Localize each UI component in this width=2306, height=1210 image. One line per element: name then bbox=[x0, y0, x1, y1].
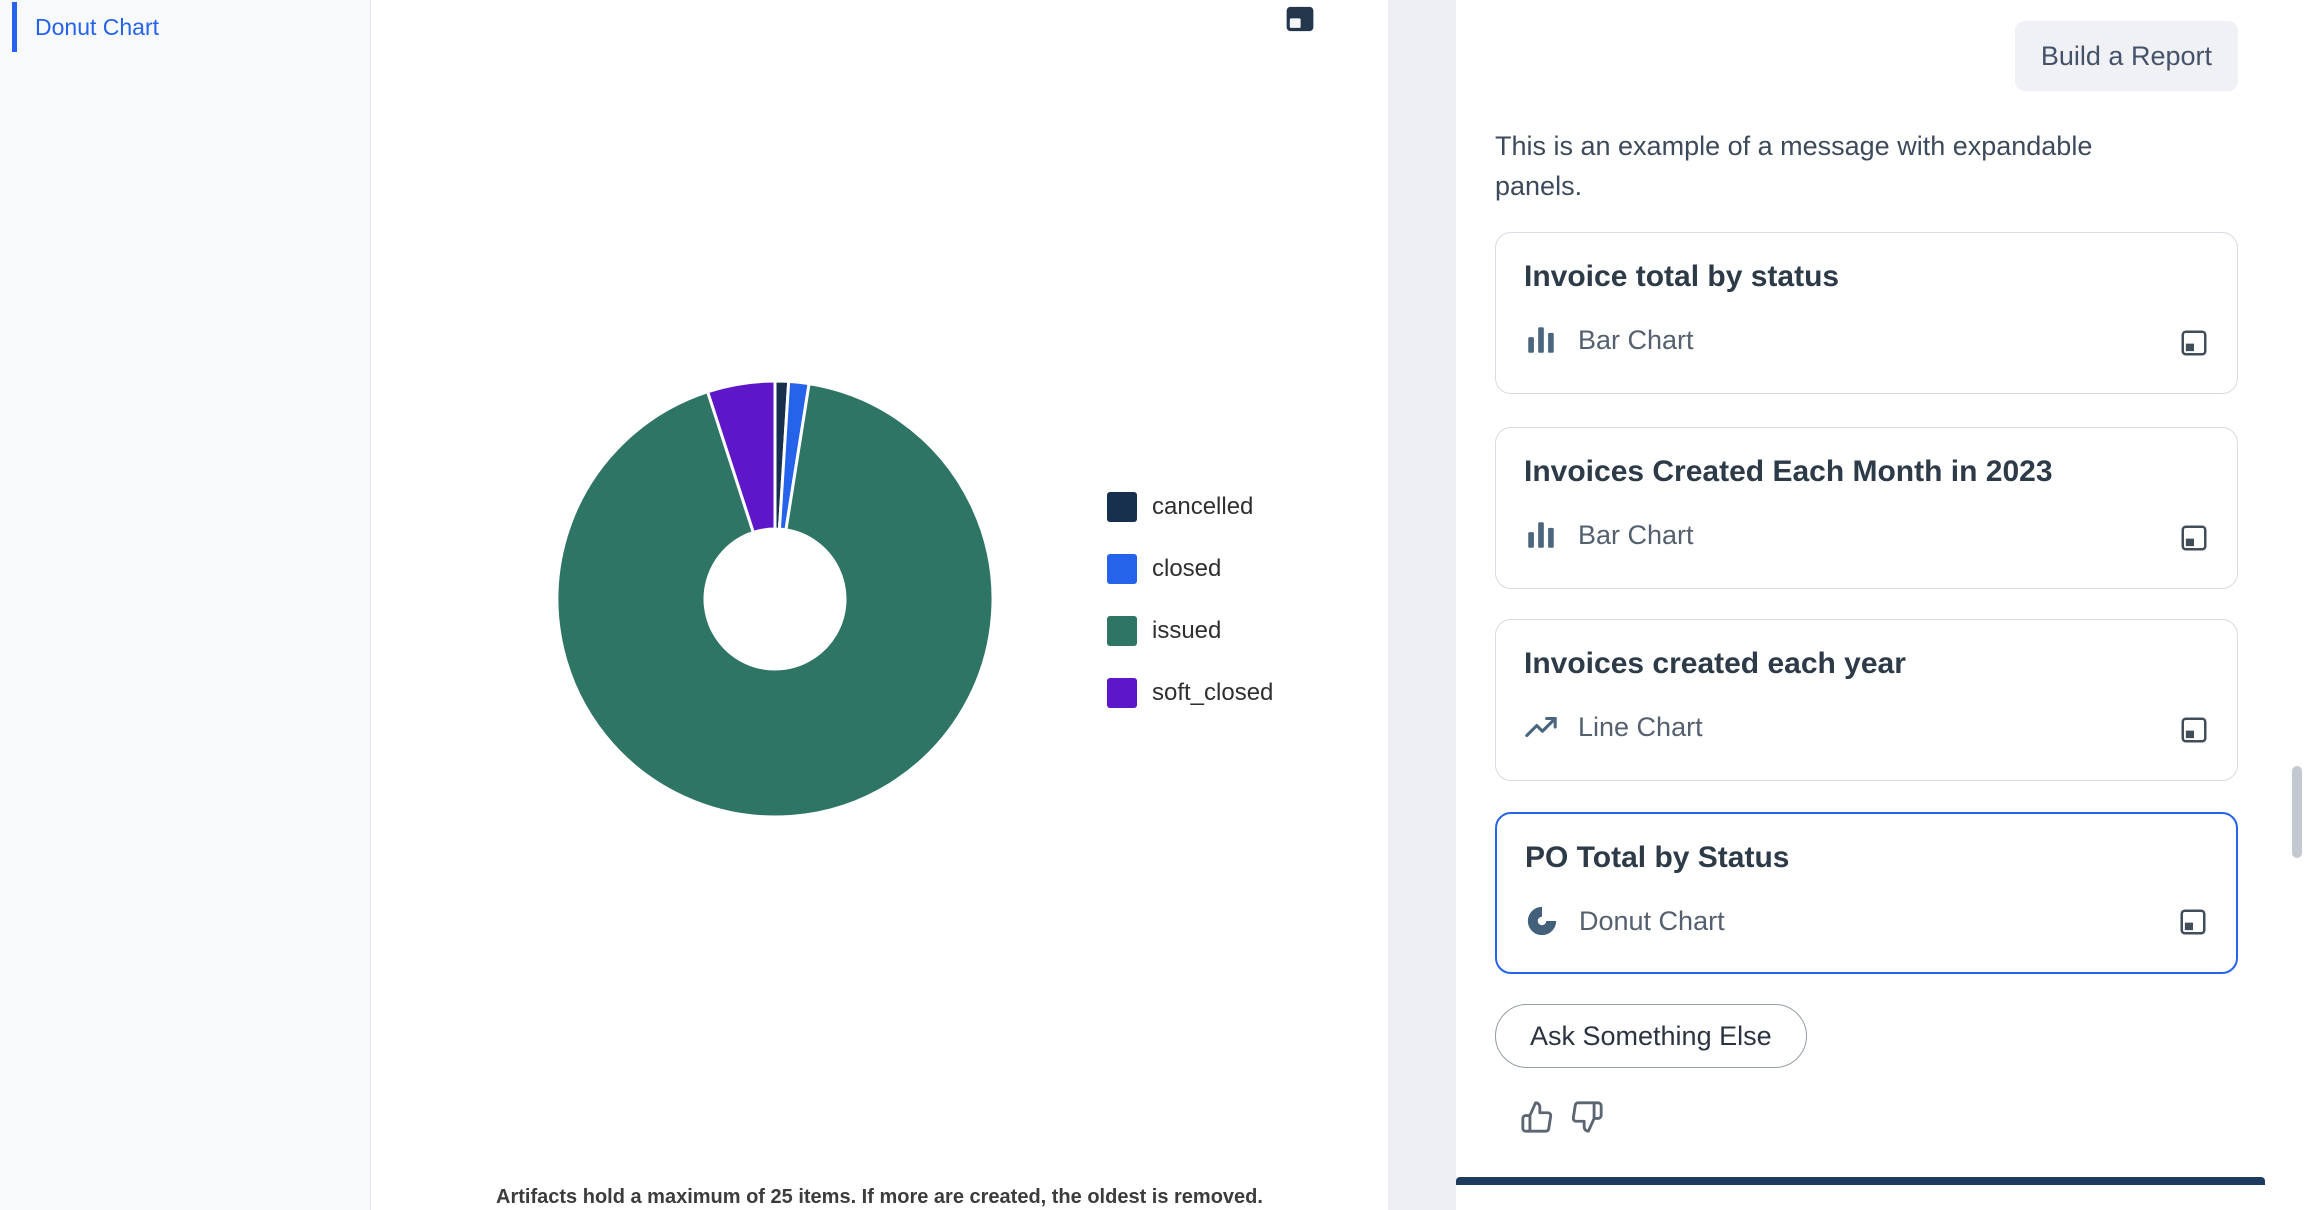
build-report-button[interactable]: Build a Report bbox=[2014, 21, 2238, 91]
scrollbar-thumb[interactable] bbox=[2292, 766, 2302, 858]
card-title: Invoices Created Each Month in 2023 bbox=[1524, 455, 2053, 488]
ask-something-else-button[interactable]: Ask Something Else bbox=[1495, 1004, 1807, 1068]
chart-legend: cancelled closed issued soft_closed bbox=[1107, 492, 1273, 708]
artifact-sidebar: Donut Chart bbox=[0, 0, 371, 1210]
open-artifact-icon bbox=[2180, 909, 2206, 935]
open-artifact-icon bbox=[2181, 717, 2207, 743]
legend-item-cancelled[interactable]: cancelled bbox=[1107, 492, 1273, 522]
donut-slice-issued bbox=[555, 381, 995, 819]
artifact-expand-icon[interactable] bbox=[1284, 5, 1316, 33]
card-expand-button[interactable] bbox=[2179, 523, 2209, 553]
legend-swatch bbox=[1107, 616, 1137, 646]
line-chart-icon bbox=[1525, 716, 1557, 738]
legend-label: soft_closed bbox=[1152, 679, 1274, 706]
card-expand-button[interactable] bbox=[2179, 715, 2209, 745]
card-invoices-created-each-year[interactable]: Invoices created each year Line Chart bbox=[1495, 619, 2238, 781]
bar-chart-icon bbox=[1528, 522, 1554, 548]
card-chart-type-row: Bar Chart bbox=[1524, 518, 2209, 552]
expand-icon bbox=[1286, 6, 1314, 32]
open-artifact-icon bbox=[2181, 525, 2207, 551]
legend-swatch bbox=[1107, 554, 1137, 584]
card-chart-type-row: Line Chart bbox=[1524, 710, 2209, 744]
card-chart-type-row: Donut Chart bbox=[1525, 904, 2208, 938]
chat-input[interactable] bbox=[1456, 1177, 2265, 1185]
legend-label: issued bbox=[1152, 617, 1222, 644]
card-expand-button[interactable] bbox=[2179, 328, 2209, 358]
card-chart-type: Donut Chart bbox=[1579, 905, 1725, 936]
card-invoice-total-by-status[interactable]: Invoice total by status Bar Chart bbox=[1495, 232, 2238, 394]
card-title: Invoice total by status bbox=[1524, 260, 1840, 293]
thumbs-up-button[interactable] bbox=[1520, 1100, 1554, 1134]
card-chart-type: Line Chart bbox=[1578, 711, 1703, 742]
open-artifact-icon bbox=[2181, 330, 2207, 356]
donut-chart-icon bbox=[1527, 904, 1559, 936]
card-title: Invoices created each year bbox=[1524, 647, 1906, 680]
artifact-limit-note: Artifacts hold a maximum of 25 items. If… bbox=[496, 1186, 1263, 1208]
card-expand-button[interactable] bbox=[2178, 907, 2208, 937]
card-invoices-created-each-month[interactable]: Invoices Created Each Month in 2023 Bar … bbox=[1495, 427, 2238, 589]
legend-item-issued[interactable]: issued bbox=[1107, 616, 1273, 646]
thumbs-down-button[interactable] bbox=[1570, 1100, 1604, 1134]
sidebar-item-donut-chart[interactable]: Donut Chart bbox=[12, 2, 370, 52]
card-chart-type: Bar Chart bbox=[1578, 519, 1694, 550]
donut-chart bbox=[555, 379, 995, 819]
thumbs-down-icon bbox=[1571, 1101, 1603, 1133]
thumbs-up-icon bbox=[1521, 1101, 1553, 1133]
feedback-buttons bbox=[1520, 1100, 1604, 1134]
card-chart-type: Bar Chart bbox=[1578, 324, 1694, 355]
legend-item-closed[interactable]: closed bbox=[1107, 554, 1273, 584]
legend-label: closed bbox=[1152, 555, 1222, 582]
legend-swatch bbox=[1107, 678, 1137, 708]
chat-panel: Build a Report This is an example of a m… bbox=[1456, 0, 2306, 1210]
card-po-total-by-status[interactable]: PO Total by Status Donut Chart bbox=[1495, 812, 2238, 974]
donut-slice-soft_closed bbox=[705, 379, 777, 535]
legend-label: cancelled bbox=[1152, 493, 1254, 520]
artifact-panel: cancelled closed issued soft_closed Artifac… bbox=[371, 0, 1388, 1210]
sidebar-item-label: Donut Chart bbox=[35, 13, 160, 40]
bar-chart-icon bbox=[1528, 327, 1554, 353]
legend-swatch bbox=[1107, 492, 1137, 522]
card-title: PO Total by Status bbox=[1525, 841, 1790, 874]
card-chart-type-row: Bar Chart bbox=[1524, 323, 2209, 357]
legend-item-soft_closed[interactable]: soft_closed bbox=[1107, 678, 1273, 708]
assistant-message: This is an example of a message with exp… bbox=[1495, 131, 2093, 201]
